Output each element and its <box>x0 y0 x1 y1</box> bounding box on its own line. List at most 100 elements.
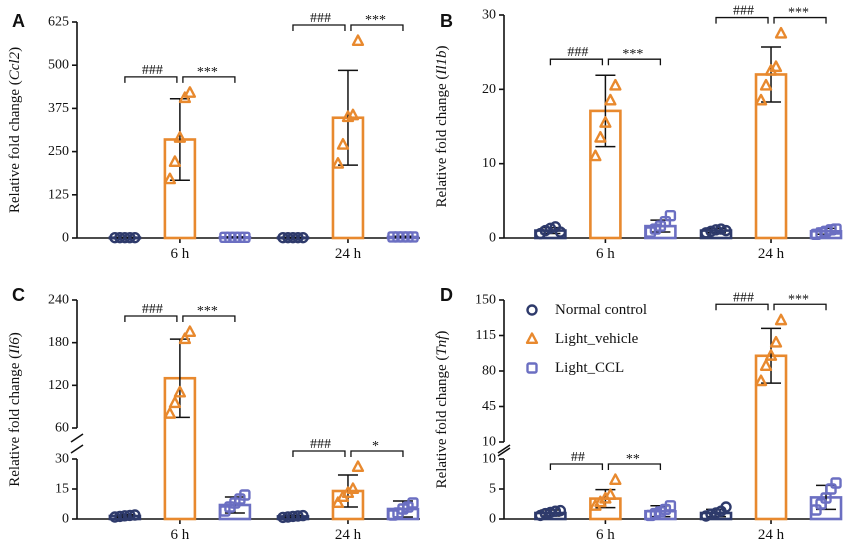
point-normal <box>549 505 562 517</box>
point-normal <box>554 504 567 517</box>
y-tick-label: 10 <box>482 452 496 467</box>
significance-left: ### <box>310 11 331 26</box>
point-normal <box>720 501 732 513</box>
y-tick-label: 10 <box>482 435 496 450</box>
point-vehicle <box>604 93 617 106</box>
y-axis-label: Relative fold change (Ccl2) <box>7 47 23 213</box>
significance-bracket <box>549 463 662 470</box>
point-vehicle <box>173 131 187 143</box>
significance-right: *** <box>788 292 809 307</box>
significance-bracket <box>124 76 236 83</box>
significance-bracket <box>292 24 404 32</box>
y-axis <box>70 300 84 519</box>
point-vehicle <box>754 374 768 387</box>
significance-left: ### <box>310 437 331 452</box>
axis-break-mark <box>70 433 84 443</box>
point-ccl <box>239 489 251 501</box>
y-tick-label: 125 <box>48 187 69 202</box>
y-axis-label-suffix: ) <box>7 332 23 337</box>
bracket-right <box>607 463 662 470</box>
bracket-left <box>124 315 178 322</box>
point-vehicle <box>183 86 197 98</box>
error-bar <box>595 74 616 148</box>
y-tick-label: 115 <box>476 328 496 343</box>
point-normal <box>715 223 727 235</box>
bracket-left <box>715 16 769 24</box>
x-tick-label: 24 h <box>758 246 785 262</box>
panel-b: B 0 10 20 30 Relative fold change (Il1b) 6 h 24… <box>434 4 843 262</box>
significance-left: ## <box>571 450 585 465</box>
point-normal <box>700 227 712 239</box>
point-vehicle <box>173 385 187 398</box>
x-tick-label: 6 h <box>596 246 615 262</box>
y-axis-label: Relative fold change (Il6) <box>7 332 23 487</box>
x-tick-label: 6 h <box>171 527 190 543</box>
bracket-right <box>773 303 827 311</box>
y-tick-label: 45 <box>482 399 496 414</box>
point-ccl <box>407 231 419 243</box>
bracket-right <box>773 16 827 24</box>
point-normal <box>539 507 552 520</box>
y-tick-label: 150 <box>475 293 496 308</box>
point-vehicle <box>599 116 612 128</box>
significance-right: *** <box>622 47 643 62</box>
point-vehicle <box>774 26 788 39</box>
y-tick-label: 250 <box>48 144 69 159</box>
y-tick-label: 500 <box>48 58 69 73</box>
y-axis-label-suffix: ) <box>434 45 450 50</box>
bracket-left <box>124 76 178 83</box>
significance-left: ### <box>733 290 754 305</box>
significance-left: ### <box>142 302 163 317</box>
bracket-left <box>715 303 769 311</box>
significance-left: ### <box>567 45 588 60</box>
y-tick-label: 180 <box>48 335 69 350</box>
bracket-right <box>182 315 236 322</box>
point-vehicle <box>163 172 177 185</box>
point-vehicle <box>168 155 182 168</box>
bracket-right <box>182 76 236 83</box>
point-vehicle <box>346 108 360 121</box>
y-tick-label: 20 <box>482 82 496 97</box>
bracket-left <box>292 450 346 457</box>
point-normal <box>554 226 567 238</box>
significance-bracket <box>549 58 662 66</box>
point-normal <box>705 508 717 520</box>
y-tick-label: 625 <box>48 15 69 30</box>
y-tick-label: 0 <box>489 231 496 246</box>
y-axis-label-suffix: ) <box>434 331 450 336</box>
legend-label-ccl: Light_CCL <box>555 360 624 376</box>
point-vehicle <box>163 407 177 419</box>
point-vehicle <box>754 93 768 106</box>
x-tick-label: 24 h <box>335 246 362 262</box>
point-vehicle <box>594 130 607 143</box>
y-tick-label: 5 <box>489 482 496 497</box>
bracket-right <box>350 450 404 457</box>
significance-right: *** <box>365 13 386 28</box>
point-vehicle <box>589 149 602 162</box>
axis-break-mark <box>497 447 511 457</box>
y-axis-label: Relative fold change (Tnf) <box>434 331 450 489</box>
significance-bracket <box>715 303 827 311</box>
legend-marker-normal <box>526 304 538 316</box>
point-normal <box>124 509 136 522</box>
point-normal <box>292 510 304 522</box>
point-normal <box>705 225 717 238</box>
point-normal <box>297 231 309 244</box>
point-vehicle <box>331 496 345 509</box>
legend-label-vehicle: Light_vehicle <box>555 331 639 347</box>
bracket-left <box>549 463 604 470</box>
y-axis-label-gene: Il6 <box>7 337 23 355</box>
bracket-right <box>607 58 662 66</box>
point-normal <box>544 506 557 519</box>
significance-left: ### <box>142 63 163 78</box>
x-tick-label: 24 h <box>335 527 362 543</box>
legend-marker-vehicle <box>525 332 539 345</box>
point-vehicle <box>764 349 778 361</box>
point-ccl <box>664 209 677 222</box>
significance-right: *** <box>788 6 809 21</box>
y-tick-label: 0 <box>62 231 69 246</box>
y-tick-label: 80 <box>482 364 496 379</box>
y-tick-label: 120 <box>48 378 69 393</box>
y-axis <box>497 300 511 519</box>
